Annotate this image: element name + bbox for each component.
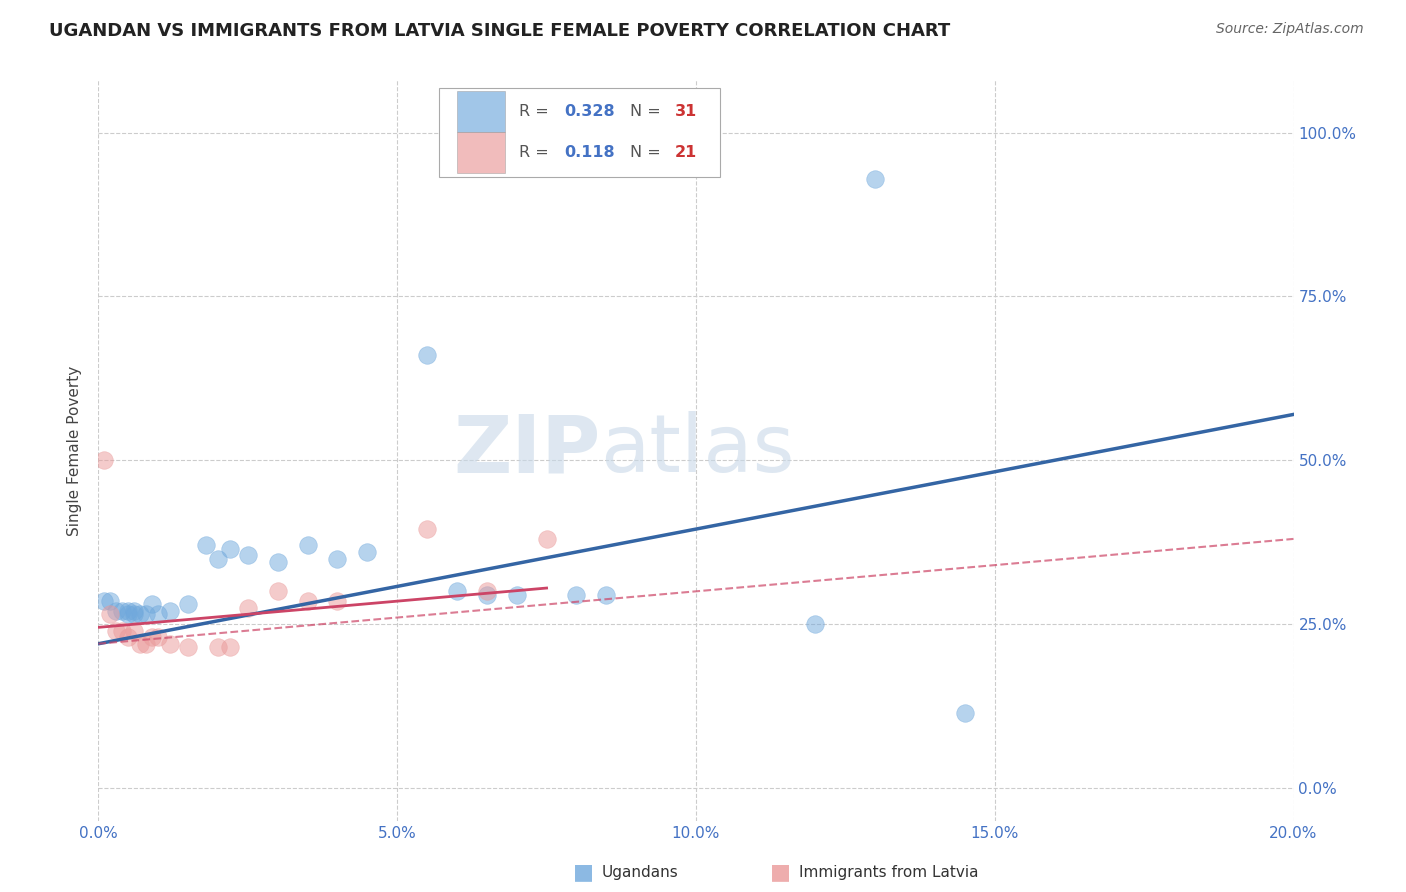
Point: [124, 624, 146, 638]
Point: [595, 588, 617, 602]
Point: [93, 453, 115, 467]
Text: ■: ■: [770, 863, 790, 882]
Point: [565, 588, 588, 602]
Point: [141, 598, 163, 612]
Point: [111, 604, 134, 618]
Point: [475, 588, 498, 602]
Point: [105, 604, 128, 618]
Point: [111, 624, 134, 638]
Point: [93, 594, 115, 608]
Point: [207, 640, 229, 654]
Point: [356, 545, 378, 559]
Point: [148, 607, 170, 622]
Point: [141, 630, 163, 644]
Point: [129, 607, 152, 622]
Point: [297, 539, 319, 553]
Point: [148, 630, 170, 644]
Point: [536, 532, 558, 546]
Point: [177, 598, 200, 612]
Point: [98, 594, 122, 608]
Point: [219, 541, 242, 556]
Point: [207, 551, 229, 566]
Text: ZIP: ZIP: [453, 411, 600, 490]
Point: [475, 584, 498, 599]
Point: [135, 637, 157, 651]
Text: N =: N =: [630, 145, 666, 160]
Y-axis label: Single Female Poverty: Single Female Poverty: [67, 366, 83, 535]
Point: [195, 539, 218, 553]
Point: [506, 588, 529, 602]
Text: UGANDAN VS IMMIGRANTS FROM LATVIA SINGLE FEMALE POVERTY CORRELATION CHART: UGANDAN VS IMMIGRANTS FROM LATVIA SINGLE…: [49, 22, 950, 40]
Point: [865, 171, 887, 186]
Text: 0.118: 0.118: [565, 145, 616, 160]
Text: atlas: atlas: [600, 411, 794, 490]
Text: Ugandans: Ugandans: [602, 865, 679, 880]
Text: Source: ZipAtlas.com: Source: ZipAtlas.com: [1216, 22, 1364, 37]
Point: [416, 522, 439, 536]
Text: ■: ■: [574, 863, 593, 882]
Point: [177, 640, 200, 654]
Text: R =: R =: [519, 145, 560, 160]
Point: [297, 594, 319, 608]
Point: [236, 549, 259, 563]
Text: Immigrants from Latvia: Immigrants from Latvia: [799, 865, 979, 880]
Point: [219, 640, 242, 654]
Point: [953, 706, 976, 720]
Point: [117, 607, 139, 622]
Point: [117, 630, 139, 644]
Point: [804, 617, 827, 632]
Point: [135, 607, 157, 622]
Point: [159, 637, 181, 651]
Text: 0.328: 0.328: [565, 104, 616, 120]
FancyBboxPatch shape: [439, 87, 720, 177]
Text: 31: 31: [675, 104, 697, 120]
Point: [129, 637, 152, 651]
Point: [117, 604, 139, 618]
Point: [105, 624, 128, 638]
Point: [159, 604, 181, 618]
Text: 21: 21: [675, 145, 697, 160]
Text: N =: N =: [630, 104, 666, 120]
Point: [446, 584, 468, 599]
Bar: [457, 91, 505, 132]
Point: [236, 600, 259, 615]
Point: [267, 555, 290, 569]
Point: [416, 348, 439, 362]
Point: [267, 584, 290, 599]
Point: [124, 604, 146, 618]
Bar: [457, 132, 505, 173]
Point: [326, 594, 349, 608]
Text: R =: R =: [519, 104, 554, 120]
Point: [98, 607, 122, 622]
Point: [326, 551, 349, 566]
Point: [124, 607, 146, 622]
